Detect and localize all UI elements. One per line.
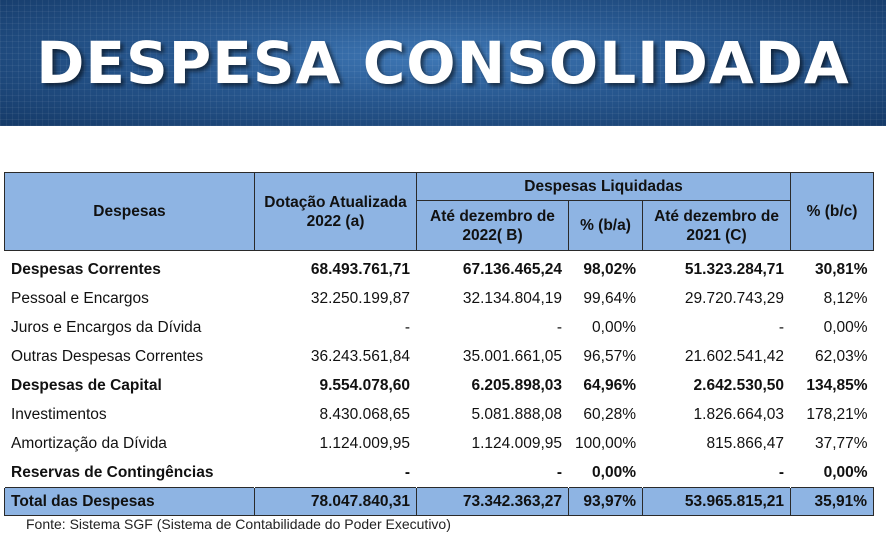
cell-dotacao: 9.554.078,60 <box>319 376 410 394</box>
cell-liquidado-2022: 6.205.898,03 <box>471 376 562 394</box>
cell-pct-ba: 96,57% <box>583 347 636 365</box>
cell-liquidado-2021: 21.602.541,42 <box>684 347 785 365</box>
row-label: Investimentos <box>11 405 107 423</box>
row-label: Amortização da Dívida <box>11 434 167 452</box>
total-row: Total das Despesas 78.047.840,31 73.342.… <box>4 487 875 516</box>
cell-liquidado-2022: 1.124.009,95 <box>471 434 562 452</box>
cell-liquidado-2021: 29.720.743,29 <box>684 289 785 307</box>
total-pct-bc: 35,91% <box>790 487 875 516</box>
cell-liquidado-2022: - <box>556 318 562 336</box>
cell-pct-ba: 60,28% <box>583 405 636 423</box>
table-row: Investimentos 8.430.068,65 5.081.888,08 … <box>5 400 874 429</box>
source-note: Fonte: Sistema SGF (Sistema de Contabili… <box>26 516 451 532</box>
cell-pct-ba: 0,00% <box>592 318 636 336</box>
header-despesas: Despesas <box>4 172 255 251</box>
cell-dotacao: 68.493.761,71 <box>310 260 410 278</box>
table-body: Despesas Correntes 68.493.761,71 67.136.… <box>4 251 875 516</box>
header-dotacao: Dotação Atualizada 2022 (a) <box>254 172 417 251</box>
cell-pct-ba: 0,00% <box>592 463 636 481</box>
row-label: Despesas de Capital <box>11 376 162 394</box>
cell-liquidado-2021: - <box>778 463 785 481</box>
cell-pct-bc: 0,00% <box>823 463 868 481</box>
cell-pct-bc: 0,00% <box>823 318 868 336</box>
table-row: Despesas Correntes 68.493.761,71 67.136.… <box>5 251 874 285</box>
header-ate-dez-2021: Até dezembro de 2021 (C) <box>641 200 792 251</box>
row-label: Despesas Correntes <box>11 260 161 278</box>
row-label: Reservas de Contingências <box>11 463 214 481</box>
total-liquidado-2021: 53.965.815,21 <box>641 487 792 516</box>
cell-dotacao: - <box>404 318 410 336</box>
page-title: DESPESA CONSOLIDADA <box>36 29 850 97</box>
expense-table: Despesas Dotação Atualizada 2022 (a) Des… <box>4 172 875 516</box>
cell-liquidado-2022: - <box>556 463 562 481</box>
row-label: Outras Despesas Correntes <box>11 347 204 365</box>
total-dotacao: 78.047.840,31 <box>254 487 417 516</box>
cell-dotacao: 8.430.068,65 <box>319 405 410 423</box>
cell-liquidado-2021: 51.323.284,71 <box>684 260 785 278</box>
cell-pct-bc: 178,21% <box>806 405 868 423</box>
cell-pct-bc: 30,81% <box>814 260 868 278</box>
table-row: Outras Despesas Correntes 36.243.561,84 … <box>5 342 874 371</box>
cell-liquidado-2022: 67.136.465,24 <box>462 260 562 278</box>
cell-pct-ba: 99,64% <box>583 289 636 307</box>
header-despesas-liquidadas: Despesas Liquidadas <box>415 172 792 201</box>
table-header: Despesas Dotação Atualizada 2022 (a) Des… <box>4 172 875 251</box>
row-label: Pessoal e Encargos <box>11 289 149 307</box>
table-row: Despesas de Capital 9.554.078,60 6.205.8… <box>5 371 874 400</box>
cell-pct-ba: 100,00% <box>575 434 637 452</box>
cell-pct-bc: 37,77% <box>814 434 868 452</box>
table-row: Amortização da Dívida 1.124.009,95 1.124… <box>5 429 874 458</box>
table-row: Reservas de Contingências - - 0,00% - 0,… <box>5 458 874 488</box>
cell-pct-ba: 64,96% <box>583 376 636 394</box>
cell-pct-bc: 134,85% <box>806 376 868 394</box>
table-row: Pessoal e Encargos 32.250.199,87 32.134.… <box>5 284 874 313</box>
cell-liquidado-2022: 35.001.661,05 <box>462 347 562 365</box>
title-banner: DESPESA CONSOLIDADA <box>0 0 886 126</box>
cell-liquidado-2021: 815.866,47 <box>706 434 785 452</box>
cell-pct-ba: 98,02% <box>583 260 636 278</box>
header-pct-bc: % (b/c) <box>790 172 875 251</box>
total-liquidado-2022: 73.342.363,27 <box>416 487 569 516</box>
cell-pct-bc: 8,12% <box>823 289 868 307</box>
cell-liquidado-2021: - <box>778 318 785 336</box>
header-pct-ba: % (b/a) <box>568 200 643 251</box>
cell-pct-bc: 62,03% <box>814 347 868 365</box>
row-label: Juros e Encargos da Dívida <box>11 318 202 336</box>
cell-liquidado-2021: 1.826.664,03 <box>693 405 785 423</box>
cell-dotacao: - <box>404 463 410 481</box>
cell-dotacao: 32.250.199,87 <box>310 289 410 307</box>
header-ate-dez-2022: Até dezembro de 2022( B) <box>416 200 569 251</box>
table-row: Juros e Encargos da Dívida - - 0,00% - 0… <box>5 313 874 342</box>
cell-liquidado-2022: 32.134.804,19 <box>462 289 562 307</box>
cell-liquidado-2021: 2.642.530,50 <box>693 376 785 394</box>
cell-dotacao: 1.124.009,95 <box>319 434 410 452</box>
cell-liquidado-2022: 5.081.888,08 <box>471 405 562 423</box>
cell-dotacao: 36.243.561,84 <box>310 347 410 365</box>
total-label: Total das Despesas <box>4 487 255 516</box>
total-pct-ba: 93,97% <box>568 487 643 516</box>
